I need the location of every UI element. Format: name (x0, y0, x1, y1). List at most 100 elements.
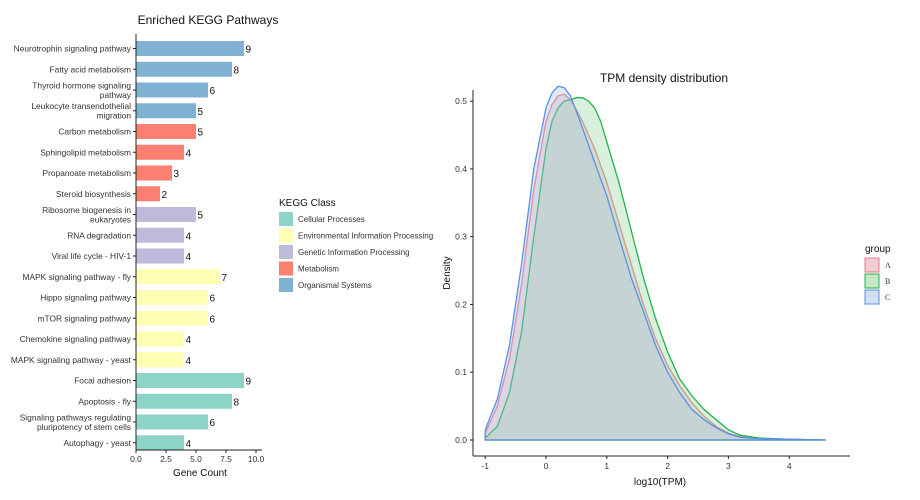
bar (136, 393, 232, 409)
bar-category-label: Autophagy - yeast (63, 438, 131, 448)
density-y-tick-label: 0.1 (455, 367, 467, 377)
bar (136, 144, 184, 160)
bar (136, 165, 172, 181)
density-y-tick-label: 0.5 (455, 96, 467, 106)
bar-value-label: 6 (210, 294, 216, 305)
legend-swatch (279, 245, 293, 259)
density-x-axis-label: log10(TPM) (634, 477, 686, 488)
bar-category-label: pathway (100, 90, 132, 100)
legend-swatch (279, 212, 293, 226)
bar-x-ticks: 0.0 2.5 5.0 7.5 10.0 (130, 450, 265, 464)
bar (136, 186, 160, 202)
bar-x-tick-label: 0.0 (130, 454, 142, 464)
density-y-tick-label: 0.0 (455, 435, 467, 445)
density-series-A (484, 93, 826, 441)
bar-value-label: 7 (222, 273, 228, 284)
bar (136, 41, 244, 56)
bar (136, 248, 184, 264)
density-y-tick-label: 0.3 (455, 232, 467, 242)
bar-category-label: Signaling pathways regulating (20, 412, 132, 422)
density-x-tick-label: 1 (604, 461, 609, 471)
bar (136, 414, 208, 430)
bar-value-label: 9 (246, 45, 252, 56)
bar-value-label: 4 (186, 148, 192, 159)
bar (136, 269, 220, 285)
bar (136, 373, 244, 388)
bar-category-label: MAPK signaling pathway - yeast (11, 355, 132, 365)
bar-value-label: 6 (210, 86, 216, 97)
bar-chart-title: Enriched KEGG Pathways (138, 13, 279, 27)
bar-category-label: RNA degradation (67, 230, 131, 240)
kegg-legend: Cellular Processes Environmental Informat… (279, 212, 433, 292)
kegg-bar-chart: Enriched KEGG Pathways Neurotrophin sign… (11, 13, 433, 479)
density-y-tick-label: 0.2 (455, 299, 467, 309)
legend-label: Cellular Processes (298, 215, 365, 224)
bar-category-label: eukaryotes (90, 214, 131, 224)
bar-value-label: 2 (162, 190, 168, 201)
bar-x-tick-label: 2.5 (160, 454, 172, 464)
density-series-B (484, 97, 826, 441)
bar (136, 103, 196, 119)
bar-value-label: 5 (198, 128, 204, 139)
group-legend-swatch (864, 273, 880, 289)
bar-value-label: 5 (198, 107, 204, 118)
bar (136, 207, 196, 222)
density-y-tick-label: 0.4 (455, 164, 467, 174)
bar-category-label: Viral life cycle - HIV-1 (52, 251, 132, 261)
legend-swatch (279, 278, 293, 292)
bar-value-label: 4 (186, 252, 192, 263)
bar (136, 124, 196, 139)
bar-value-label: 6 (210, 314, 216, 325)
bar-category-label: Apoptosis - fly (78, 396, 131, 406)
bar-category-label: Focal adhesion (74, 376, 131, 386)
group-legend-label: C (885, 293, 890, 302)
bar (136, 310, 208, 326)
bar-value-label: 4 (186, 356, 192, 367)
legend-label: Genetic Information Processing (298, 248, 410, 257)
bar (136, 61, 232, 77)
bar-value-label: 5 (198, 211, 204, 222)
density-x-tick-label: 3 (726, 461, 731, 471)
kegg-legend-title: KEGG Class (279, 198, 336, 209)
bar-category-labels: Neurotrophin signaling pathway Fatty acid… (11, 44, 136, 448)
bar-value-label: 4 (186, 335, 192, 346)
bar-value-label: 6 (210, 418, 216, 429)
bar-x-axis-label: Gene Count (173, 468, 227, 479)
bar (136, 352, 184, 368)
legend-label: Environmental Information Processing (298, 232, 433, 241)
group-legend-label: B (885, 277, 890, 286)
bar-category-label: mTOR signaling pathway (38, 313, 132, 323)
bar-category-label: Hippo signaling pathway (40, 293, 132, 303)
bar-category-label: MAPK signaling pathway - fly (23, 272, 132, 282)
density-x-ticks: -1 0 1 2 3 4 (481, 456, 792, 471)
group-legend-label: A (885, 261, 891, 270)
bar-category-label: Fatty acid metabolism (50, 64, 131, 74)
density-y-ticks: 0.0 0.1 0.2 0.3 0.4 0.5 (455, 96, 473, 445)
bar-value-label: 8 (234, 397, 240, 408)
group-legend-swatch (864, 257, 880, 273)
density-x-tick-label: 4 (787, 461, 792, 471)
group-legend-swatch (864, 289, 880, 305)
bar-category-label: Steroid biosynthesis (56, 189, 131, 199)
bar-category-label: Leukocyte transendothelial (31, 101, 131, 111)
bar-category-label: Sphingolipid metabolism (40, 147, 131, 157)
bar-x-tick-label: 10.0 (248, 454, 265, 464)
bar-value-label: 4 (186, 439, 192, 450)
bar-category-label: Thyroid hormone signaling (32, 80, 131, 90)
legend-swatch (279, 261, 293, 276)
bar-bars (136, 41, 244, 451)
bar-value-label: 8 (234, 65, 240, 76)
density-y-axis-label: Density (442, 256, 453, 289)
density-chart-title: TPM density distribution (600, 71, 728, 85)
bar (136, 227, 184, 243)
bar (136, 290, 208, 305)
bar-category-label: Propanoate metabolism (43, 168, 131, 178)
bar-category-label: pluripotency of stem cells (37, 422, 131, 432)
legend-label: Metabolism (298, 265, 339, 274)
bar-x-tick-label: 5.0 (190, 454, 202, 464)
bar-value-label: 3 (174, 169, 180, 180)
bar-category-label: migration (97, 111, 132, 121)
density-x-tick-label: 2 (665, 461, 670, 471)
